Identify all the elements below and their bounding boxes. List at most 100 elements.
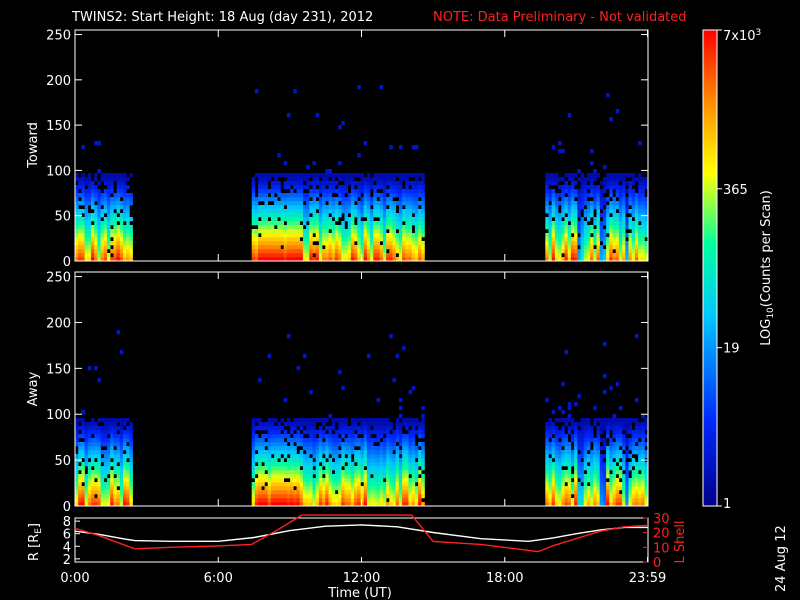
- heatmap-cell: [382, 422, 387, 427]
- heatmap-cell: [306, 422, 310, 427]
- heatmap-cell: [309, 205, 313, 210]
- heatmap-cell: [75, 225, 79, 230]
- heatmap-cell: [634, 502, 639, 507]
- heatmap-cell: [113, 458, 117, 463]
- heatmap-cell: [561, 426, 565, 431]
- heatmap-cell: [392, 205, 396, 210]
- heatmap-cell: [84, 454, 89, 459]
- heatmap-cell: [116, 189, 121, 194]
- heatmap-cell: [389, 462, 393, 467]
- heatmap-cell: [258, 494, 262, 499]
- heatmap-cell: [567, 494, 572, 499]
- heatmap-cell: [366, 245, 371, 250]
- heatmap-cell: [398, 213, 403, 218]
- heatmap-cell: [628, 221, 632, 226]
- heatmap-cell: [615, 490, 620, 495]
- heatmap-cell: [350, 470, 355, 475]
- heatmap-cell: [264, 233, 268, 238]
- heatmap-cell: [583, 478, 588, 483]
- heatmap-cell: [615, 181, 620, 186]
- heatmap-cell: [84, 442, 89, 447]
- heatmap-cell: [545, 201, 549, 206]
- heatmap-cell: [315, 229, 320, 234]
- heatmap-cell: [405, 462, 409, 467]
- heatmap-cell: [554, 478, 559, 483]
- heatmap-cell: [280, 213, 284, 218]
- heatmap-cell: [119, 450, 124, 455]
- heatmap-cell: [561, 193, 565, 198]
- heatmap-cell: [341, 418, 345, 423]
- heatmap-cell: [94, 446, 98, 451]
- heatmap-cell: [615, 438, 620, 443]
- heatmap-cell: [293, 237, 297, 242]
- heatmap-cell: [274, 197, 278, 202]
- heatmap-cell: [593, 498, 597, 503]
- heatmap-cell: [577, 446, 581, 451]
- heatmap-cell: [606, 93, 610, 98]
- heatmap-cell: [389, 225, 393, 230]
- heatmap-cell: [302, 442, 307, 447]
- heatmap-cell: [405, 249, 409, 254]
- heatmap-cell: [625, 257, 629, 262]
- heatmap-cell: [331, 498, 336, 503]
- heatmap-cell: [251, 466, 256, 471]
- heatmap-cell: [84, 478, 89, 483]
- heatmap-cell: [78, 454, 82, 459]
- heatmap-cell: [577, 486, 581, 491]
- heatmap-cell: [75, 249, 79, 254]
- heatmap-cell: [347, 458, 352, 463]
- lshell-tick-label: 30: [653, 512, 670, 527]
- heatmap-cell: [328, 249, 332, 254]
- heatmap-cell: [258, 189, 262, 194]
- heatmap-cell: [638, 422, 642, 427]
- heatmap-cell: [395, 446, 400, 451]
- heatmap-cell: [574, 173, 578, 178]
- heatmap-cell: [100, 237, 105, 242]
- heatmap-cell: [322, 494, 326, 499]
- heatmap-cell: [103, 249, 108, 254]
- heatmap-cell: [129, 498, 133, 503]
- heatmap-cell: [251, 237, 256, 242]
- heatmap-cell: [418, 241, 422, 246]
- heatmap-cell: [312, 225, 316, 230]
- heatmap-cell: [315, 193, 320, 198]
- y-tick-label: 100: [46, 408, 71, 423]
- heatmap-cell: [618, 418, 623, 423]
- heatmap-cell: [554, 177, 559, 182]
- heatmap-cell: [602, 482, 607, 487]
- heatmap-cell: [280, 253, 284, 258]
- heatmap-cell: [126, 490, 130, 495]
- heatmap-cell: [296, 366, 300, 371]
- heatmap-cell: [551, 438, 556, 443]
- heatmap-cell: [357, 153, 361, 158]
- heatmap-cell: [312, 490, 316, 495]
- heatmap-cell: [347, 257, 352, 262]
- heatmap-cell: [315, 257, 320, 262]
- heatmap-cell: [110, 470, 114, 475]
- heatmap-cell: [296, 209, 300, 214]
- heatmap-cell: [567, 185, 572, 190]
- heatmap-cell: [274, 221, 278, 226]
- heatmap-cell: [622, 426, 626, 431]
- heatmap-cell: [87, 478, 92, 483]
- heatmap-cell: [379, 221, 384, 226]
- heatmap-cell: [315, 225, 320, 230]
- heatmap-cell: [254, 221, 259, 226]
- heatmap-cell: [628, 249, 632, 254]
- heatmap-cell: [116, 482, 121, 487]
- heatmap-cell: [94, 486, 98, 491]
- heatmap-cell: [87, 249, 92, 254]
- heatmap-cell: [418, 221, 422, 226]
- heatmap-cell: [113, 502, 117, 507]
- heatmap-cell: [392, 257, 396, 262]
- heatmap-cell: [363, 201, 368, 206]
- heatmap-cell: [325, 462, 329, 467]
- heatmap-cell: [302, 249, 307, 254]
- heatmap-cell: [283, 245, 288, 250]
- heatmap-cell: [325, 446, 329, 451]
- heatmap-cell: [315, 494, 320, 499]
- heatmap-cell: [87, 426, 92, 431]
- heatmap-cell: [405, 474, 409, 479]
- heatmap-cell: [625, 486, 629, 491]
- heatmap-cell: [107, 245, 111, 250]
